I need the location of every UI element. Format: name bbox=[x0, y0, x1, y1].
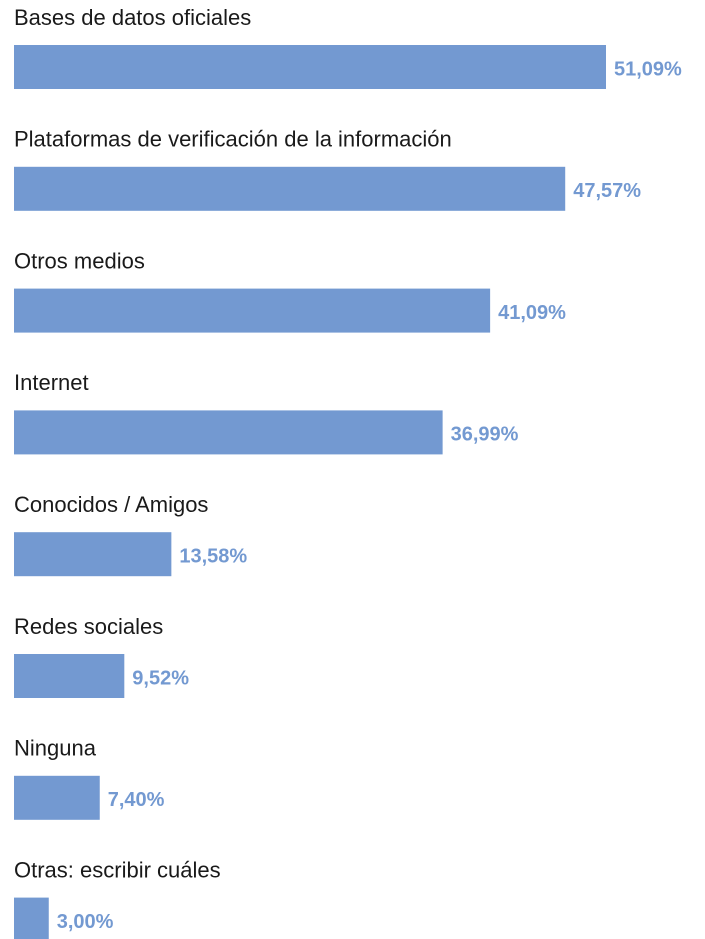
category-label: Otros medios bbox=[14, 248, 145, 273]
value-label: 51,09% bbox=[614, 58, 682, 80]
bar bbox=[14, 288, 491, 333]
bar bbox=[14, 166, 566, 211]
category-label: Plataformas de verificación de la inform… bbox=[14, 127, 452, 152]
category-label: Otras: escribir cuáles bbox=[14, 857, 221, 882]
value-label: 13,58% bbox=[179, 545, 247, 567]
bar bbox=[14, 410, 443, 455]
value-label: 47,57% bbox=[573, 180, 641, 202]
category-label: Redes sociales bbox=[14, 614, 163, 639]
category-label: Ninguna bbox=[14, 736, 97, 761]
value-label: 9,52% bbox=[132, 667, 189, 689]
bar bbox=[14, 45, 606, 89]
value-label: 36,99% bbox=[451, 424, 519, 446]
bar bbox=[14, 897, 49, 939]
bar bbox=[14, 775, 100, 820]
category-label: Internet bbox=[14, 370, 89, 395]
value-label: 3,00% bbox=[57, 911, 114, 933]
bar bbox=[14, 654, 125, 698]
value-label: 7,40% bbox=[108, 789, 165, 811]
value-label: 41,09% bbox=[498, 302, 566, 324]
category-label: Bases de datos oficiales bbox=[14, 5, 251, 30]
bar bbox=[14, 532, 172, 577]
category-label: Conocidos / Amigos bbox=[14, 492, 208, 517]
